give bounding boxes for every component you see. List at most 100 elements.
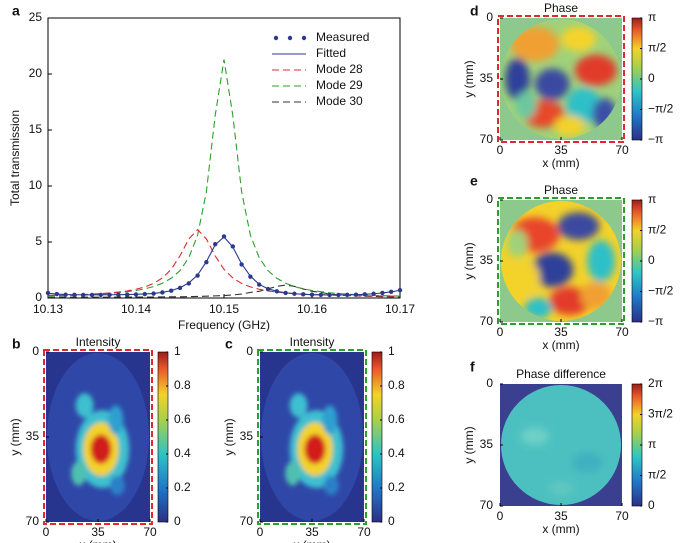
data-point [133,292,139,297]
x-tick-label: 10.16 [297,302,327,316]
colorbar-tick-label: 2π [648,376,663,390]
heatmap-blob [531,252,574,288]
data-point [116,292,121,297]
colorbar-tick-label: 0.6 [174,412,191,426]
data-point [292,291,297,296]
heatmap-blob [506,229,528,258]
y-tick-label: 70 [240,514,254,528]
colorbar-tick-label: 0.6 [388,412,405,426]
colorbar-tick-label: 0 [388,514,395,528]
heatmap-blob [515,91,537,120]
heatmap-image [501,201,621,321]
x-axis-label: x (mm) [542,522,579,536]
colorbar-tick-label: 0 [648,71,655,85]
legend-label: Mode 29 [316,78,363,92]
legend-label: Fitted [316,46,346,60]
data-point [221,234,227,239]
panel-title: Intensity [290,335,335,349]
x-tick-label: 35 [554,143,568,157]
x-tick-label: 35 [554,325,568,339]
panel-frame [497,15,625,143]
heatmap-blob [109,475,125,496]
heatmap-blob [566,87,602,123]
data-point [257,282,262,287]
heatmap-image [261,353,363,521]
colorbar-tick-label: −π [648,132,663,146]
heatmap-blob [548,287,591,316]
x-tick-label: 0 [43,525,50,539]
colorbar [157,351,169,523]
heatmap-blob [587,240,616,282]
y-tick-label: 0 [246,344,253,358]
legend-marker [287,35,293,41]
y-tick-label: 10 [29,178,43,192]
x-tick-label: 10.15 [209,302,239,316]
panel-frame [43,349,153,525]
panel-title: Phase difference [516,367,606,381]
colorbar-tick-label: −π [648,314,663,328]
y-tick-label: 5 [35,234,42,248]
heatmap-blob [505,58,530,100]
x-tick-label: 10.13 [33,302,63,316]
data-point [380,290,385,296]
data-point [213,242,218,247]
data-point [72,292,77,298]
y-tick-label: 0 [35,290,42,304]
y-tick-label: 35 [480,253,494,267]
heatmap-blob [574,54,617,86]
y-tick-label: 70 [26,514,40,528]
data-point [89,292,95,298]
heatmap-blob [534,68,570,100]
data-point [160,290,165,295]
heatmap-texture [505,26,617,137]
heatmap-blob [510,26,560,62]
y-tick-label: 0 [486,376,493,390]
data-point [63,292,68,297]
heatmap-texture [71,393,130,496]
data-point [362,292,367,297]
heatmap-blob [289,393,308,418]
panel-label: b [12,336,21,352]
heatmap-blob [561,26,596,52]
y-tick-label: 0 [32,344,39,358]
x-axis-label: x (mm) [542,338,579,352]
colorbar-tick-label: π [648,437,656,451]
data-point [125,292,130,297]
data-point [301,292,306,297]
data-point [230,244,235,249]
x-tick-label: 0 [497,143,504,157]
heatmap-blob [285,461,301,486]
legend-marker [273,35,279,41]
heatmap-image [501,19,621,139]
y-tick-label: 20 [29,66,43,80]
panel-label: d [470,3,479,19]
x-tick-label: 70 [143,525,157,539]
x-tick-label: 70 [615,325,629,339]
data-point [389,289,394,295]
legend-label: Measured [316,30,369,44]
heatmap-texture [285,393,344,496]
data-point [353,292,359,297]
y-tick-label: 70 [480,498,494,512]
colorbar-tick-label: −π/2 [648,284,674,298]
heatmap-image [47,353,149,521]
data-point [142,291,147,297]
colorbar-tick-label: 1 [388,344,395,358]
data-point [151,291,156,296]
colorbar-tick-label: 1 [174,344,181,358]
heatmap-blob [108,405,124,435]
legend-label: Mode 28 [316,62,363,76]
colorbar-tick-label: π/2 [648,223,667,237]
y-tick-label: 70 [480,314,494,328]
heatmap-blob [548,481,574,496]
heatmap-blob [571,451,603,473]
data-point [397,287,403,293]
x-tick-label: 0 [497,325,504,339]
heatmap-blob [90,434,112,464]
series-line [47,236,401,296]
colorbar-tick-label: 0 [174,514,181,528]
colorbar-tick-label: π/2 [648,41,667,55]
heatmap-blob [512,261,541,296]
panel-frame [257,349,367,525]
